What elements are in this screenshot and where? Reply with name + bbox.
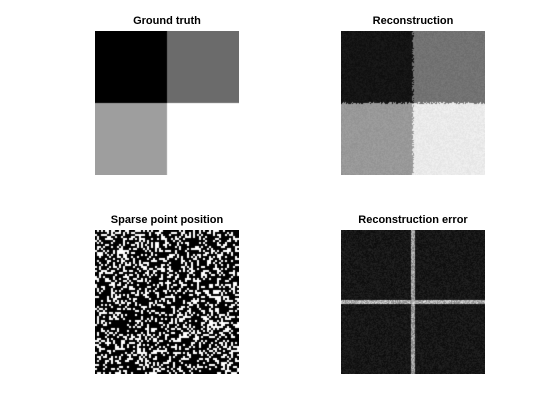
panel-title-reconstruction-error: Reconstruction error xyxy=(358,214,468,226)
reconstruction-error-image xyxy=(341,230,485,374)
panel-title-reconstruction: Reconstruction xyxy=(372,15,454,27)
ground-truth-image xyxy=(95,31,239,175)
panel-title-sparse-points: Sparse point position xyxy=(110,214,224,226)
panel-title-ground-truth: Ground truth xyxy=(133,15,201,27)
sparse-point-mask-image xyxy=(95,230,239,374)
reconstruction-image xyxy=(341,31,485,175)
